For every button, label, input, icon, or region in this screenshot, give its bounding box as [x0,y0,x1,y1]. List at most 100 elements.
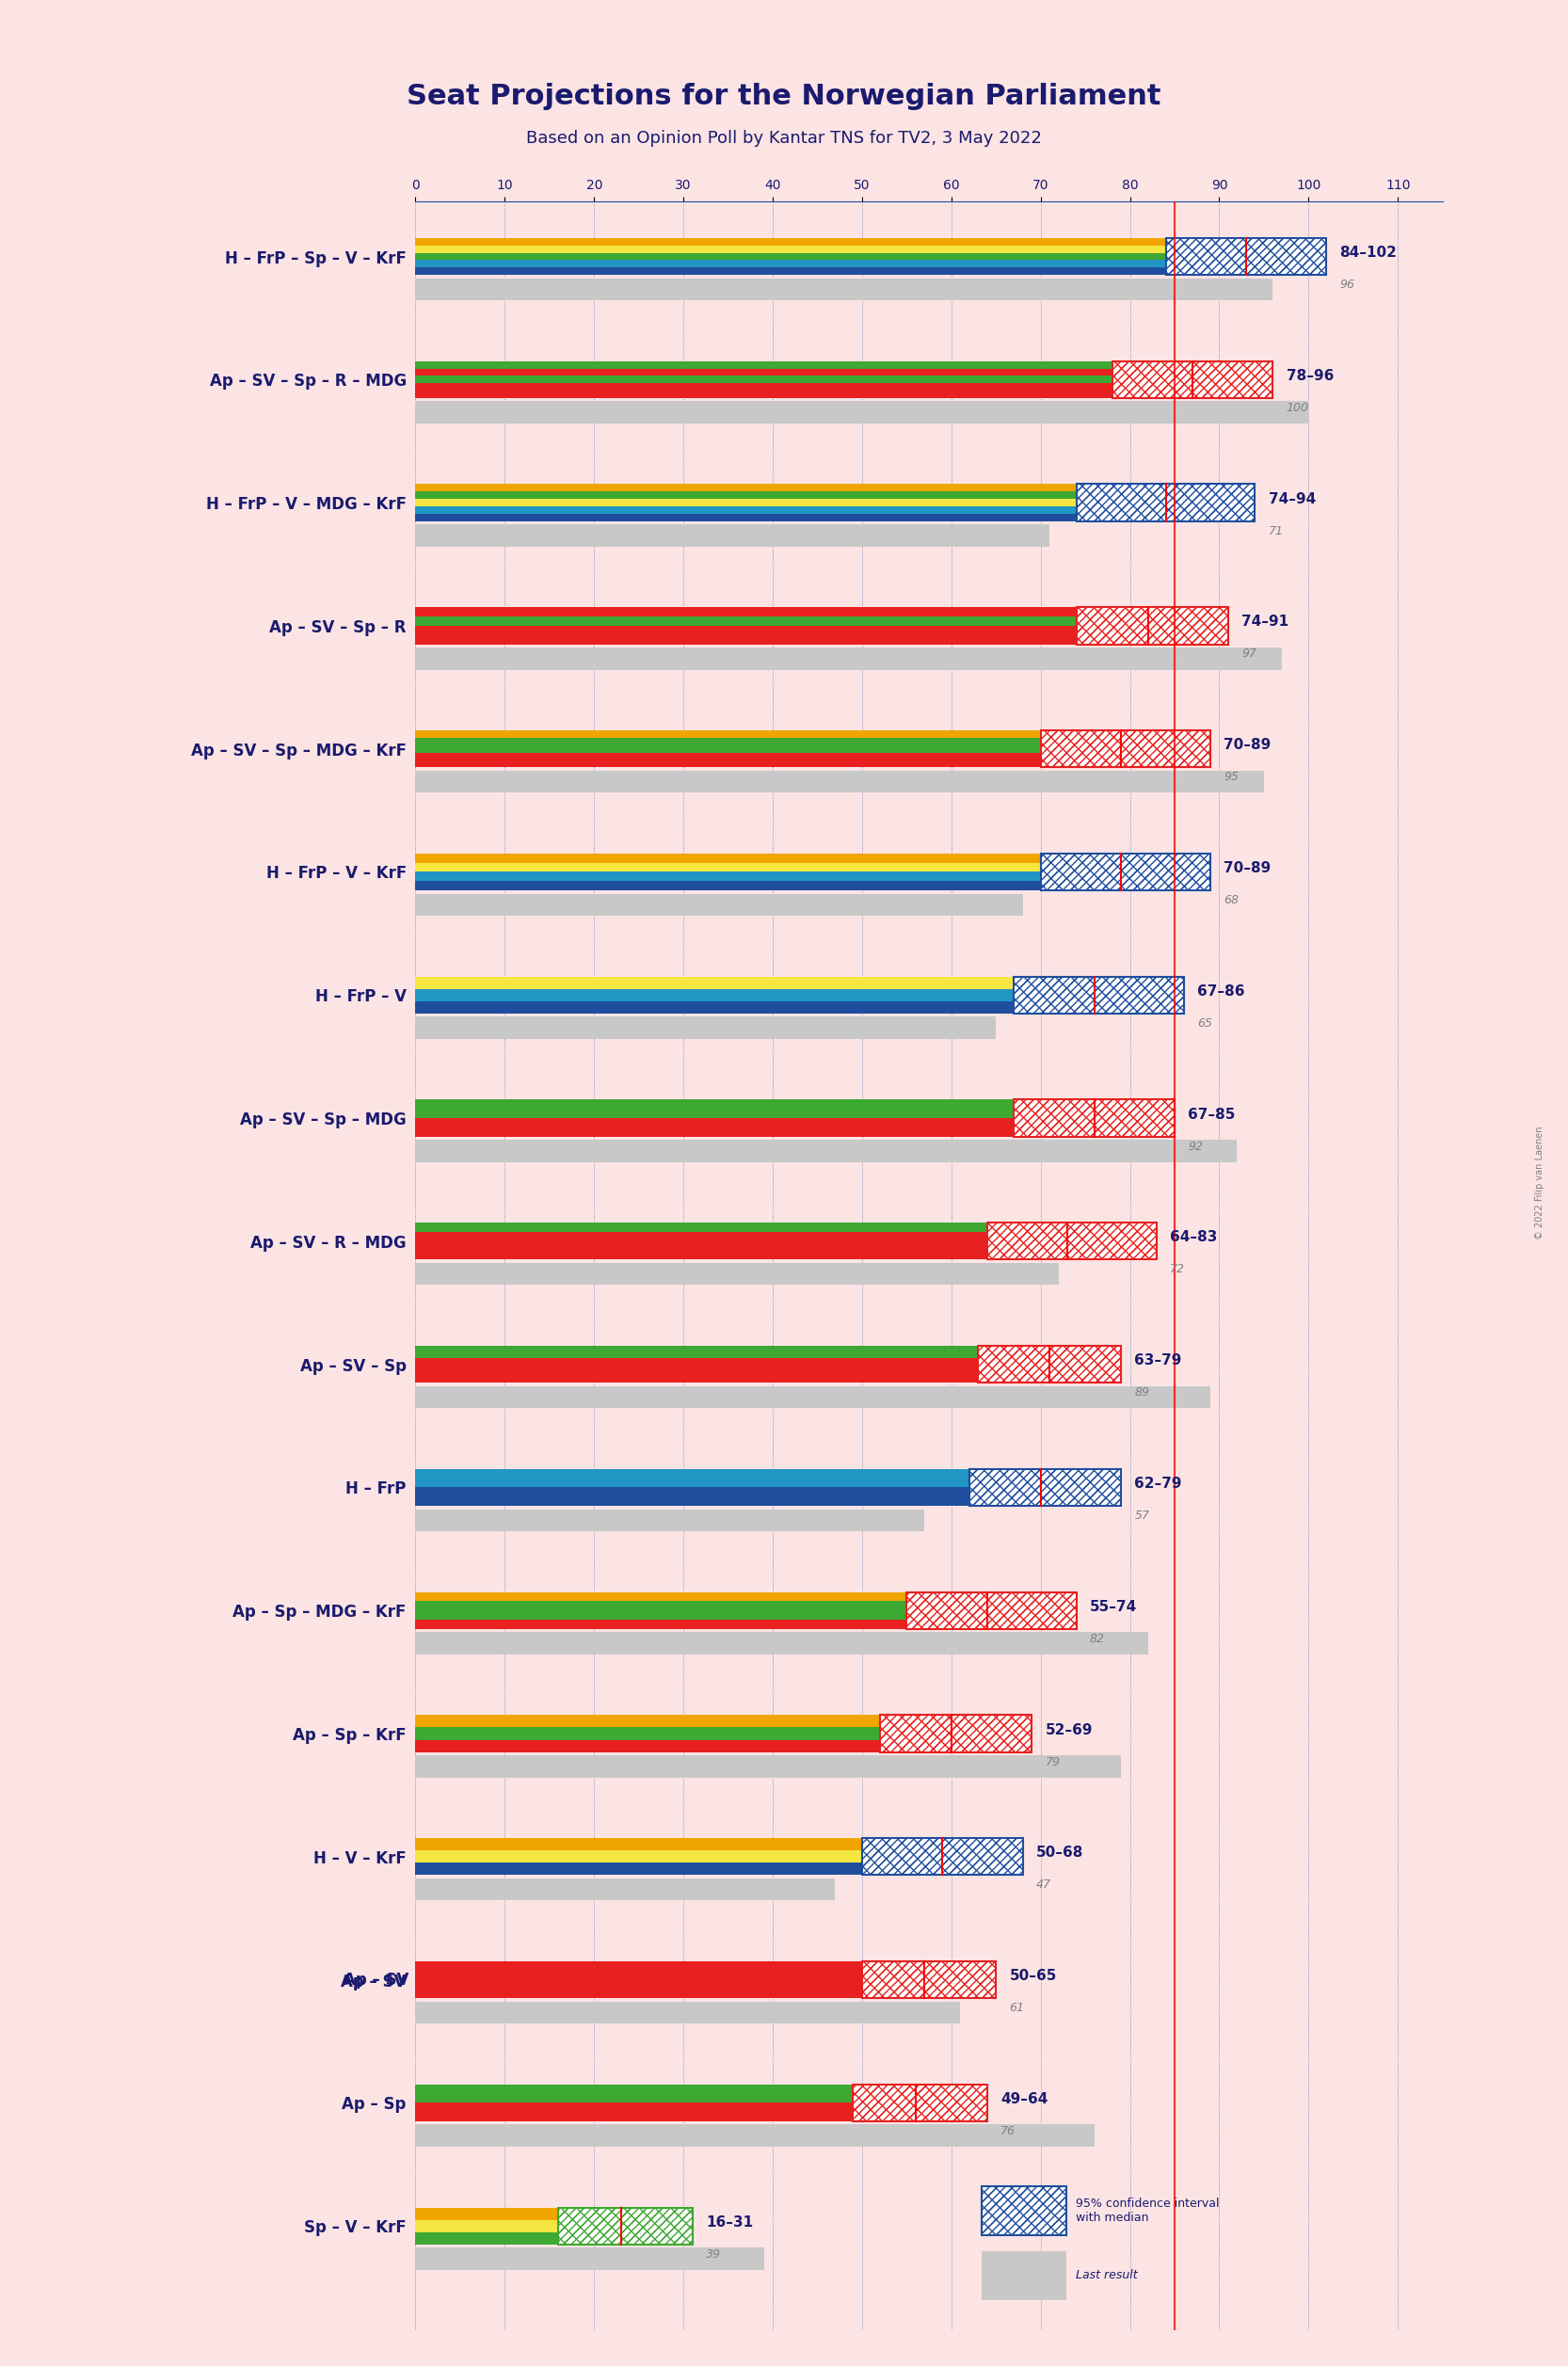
Bar [416,1727,880,1739]
Bar [988,1223,1157,1259]
Bar [1076,485,1254,521]
Bar [1076,608,1228,644]
Bar [558,2207,693,2245]
Text: 89: 89 [1135,1386,1149,1398]
Bar [969,1469,1121,1505]
Bar [416,1223,988,1233]
Bar [1165,239,1327,274]
Bar [416,1739,880,1751]
Bar [416,1001,1014,1013]
Bar [1014,1100,1174,1136]
Bar [416,2248,764,2269]
Bar [416,402,1309,424]
Bar [416,1715,880,1727]
Bar [1112,362,1273,397]
Text: 74–94: 74–94 [1269,492,1316,506]
Bar [416,634,1076,644]
Bar [416,2231,558,2245]
Bar [416,2002,960,2023]
Bar [1014,1100,1174,1136]
Bar [416,1621,906,1628]
Bar [416,873,1041,880]
Text: 63–79: 63–79 [1135,1353,1182,1368]
Text: 50–68: 50–68 [1036,1845,1083,1860]
Bar [416,267,1165,274]
Bar [416,1879,836,1900]
Bar [416,525,1049,547]
Text: 97: 97 [1242,648,1256,660]
Bar [969,1469,1121,1505]
Text: 67–86: 67–86 [1196,984,1245,998]
Bar [416,1469,969,1488]
Bar [416,1961,862,1980]
Bar [1076,485,1254,521]
Text: 65: 65 [1196,1017,1212,1029]
Bar [982,2186,1066,2236]
Text: 57: 57 [1135,1510,1149,1521]
Text: 70–89: 70–89 [1223,738,1272,752]
Text: 62–79: 62–79 [1135,1476,1182,1491]
Text: 92: 92 [1189,1140,1203,1152]
Bar [1165,239,1327,274]
Bar [988,1223,1157,1259]
Bar [1014,1100,1174,1136]
Bar [416,771,1264,793]
Text: 47: 47 [1036,1879,1051,1890]
Bar [416,2084,853,2103]
Bar [416,759,1041,767]
Bar [416,260,1165,267]
Bar [416,648,1281,670]
Bar [862,1961,996,1999]
Bar [416,253,1165,260]
Bar [416,1488,969,1505]
Bar [416,854,1041,864]
Bar [416,738,1041,745]
Bar [853,2084,988,2122]
Bar [416,1386,1210,1408]
Bar [416,369,1112,376]
Text: 68: 68 [1223,894,1239,906]
Bar [906,1592,1076,1628]
Bar [416,376,1112,383]
Text: 84–102: 84–102 [1339,246,1397,260]
Text: 78–96: 78–96 [1286,369,1334,383]
Bar [416,1592,906,1602]
Bar [862,1838,1022,1876]
Text: 49–64: 49–64 [1000,2092,1047,2106]
Text: 50–65: 50–65 [1010,1969,1057,1983]
Text: 55–74: 55–74 [1090,1599,1137,1614]
Text: © 2022 Filip van Laenen: © 2022 Filip van Laenen [1535,1126,1544,1240]
Bar [416,1370,978,1382]
Bar [906,1592,1076,1628]
Bar [416,752,1041,759]
Bar [416,1119,1014,1126]
Bar [558,2207,693,2245]
Bar [1041,854,1210,890]
Bar [416,731,1041,738]
Bar [880,1715,1032,1751]
Bar [1112,362,1273,397]
Bar [416,506,1076,513]
Bar [558,2207,693,2245]
Bar [416,239,1165,246]
Bar [416,618,1076,625]
Bar [1076,485,1254,521]
Bar [880,1715,1032,1751]
Text: 76: 76 [1000,2125,1016,2136]
Bar [416,745,1041,752]
Bar [416,1756,1121,1777]
Bar [1041,854,1210,890]
Text: 70–89: 70–89 [1223,861,1272,875]
Bar [906,1592,1076,1628]
Bar [416,2219,558,2231]
Bar [416,1233,988,1242]
Bar [416,383,1112,390]
Bar [853,2084,988,2122]
Bar [416,977,1014,989]
Text: Ap – SV: Ap – SV [343,1971,409,1987]
Text: 95: 95 [1223,771,1239,783]
Text: 67–85: 67–85 [1189,1107,1236,1121]
Bar [880,1715,1032,1751]
Bar [416,1100,1014,1110]
Bar [416,989,1014,1001]
